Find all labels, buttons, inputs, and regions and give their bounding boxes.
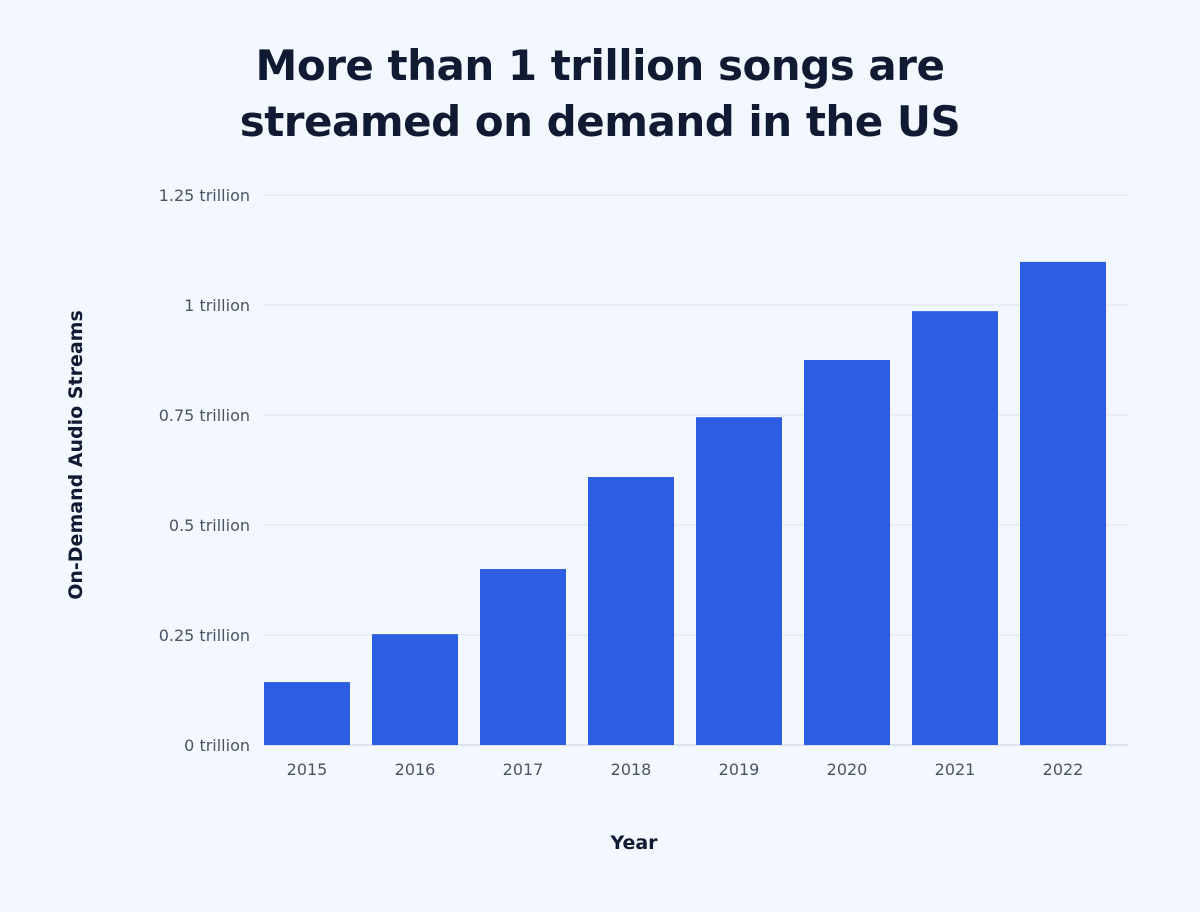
x-tick-label: 2021 bbox=[935, 760, 976, 779]
x-tick-label: 2018 bbox=[611, 760, 652, 779]
x-tick-label: 2019 bbox=[719, 760, 760, 779]
title-line-2: streamed on demand in the US bbox=[239, 97, 961, 146]
x-tick-label: 2017 bbox=[503, 760, 544, 779]
y-tick-label: 0 trillion bbox=[184, 736, 250, 755]
x-axis-label: Year bbox=[610, 832, 658, 854]
x-tick-label: 2015 bbox=[287, 760, 328, 779]
chart-title: More than 1 trillion songs are streamed … bbox=[0, 38, 1200, 150]
y-tick-label: 1.25 trillion bbox=[159, 186, 250, 205]
bar-2018 bbox=[588, 477, 674, 745]
bar-2021 bbox=[912, 311, 998, 745]
bar-2020 bbox=[804, 360, 890, 745]
y-tick-label: 1 trillion bbox=[184, 296, 250, 315]
y-tick-label: 0.75 trillion bbox=[159, 406, 250, 425]
title-line-1: More than 1 trillion songs are bbox=[255, 41, 945, 90]
x-tick-label: 2016 bbox=[395, 760, 436, 779]
x-tick-label: 2020 bbox=[827, 760, 868, 779]
x-tick-label: 2022 bbox=[1043, 760, 1084, 779]
bar-2022 bbox=[1020, 261, 1106, 745]
bar-2019 bbox=[696, 417, 782, 745]
bar-2017 bbox=[480, 569, 566, 745]
y-tick-label: 0.5 trillion bbox=[169, 516, 250, 535]
bar-2016 bbox=[372, 634, 458, 745]
y-tick-label: 0.25 trillion bbox=[159, 626, 250, 645]
bar-2015 bbox=[264, 682, 350, 745]
